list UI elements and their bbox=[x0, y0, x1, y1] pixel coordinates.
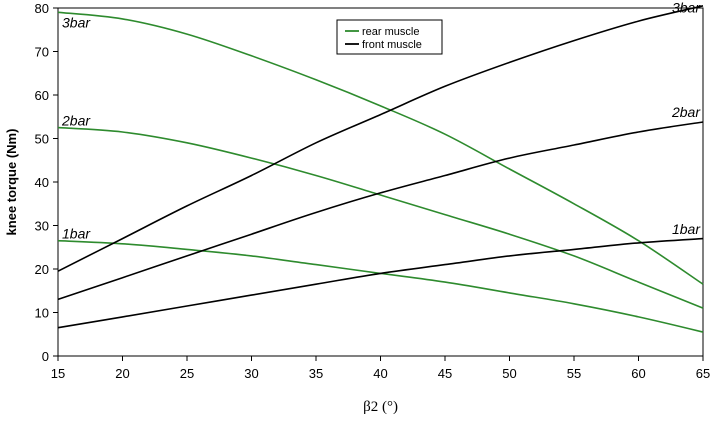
y-tick-label: 50 bbox=[35, 132, 49, 147]
legend-box bbox=[336, 19, 443, 55]
y-tick-label: 60 bbox=[35, 88, 49, 103]
x-tick-label: 40 bbox=[373, 366, 387, 381]
plot-area bbox=[57, 7, 704, 357]
y-axis-title: knee torque (Nm) bbox=[4, 129, 19, 236]
y-tick-label: 70 bbox=[35, 45, 49, 60]
front-muscle-2bar-line bbox=[57, 121, 704, 301]
curve-label-left-1bar: 1bar bbox=[62, 226, 91, 242]
x-tick-label: 30 bbox=[244, 366, 258, 381]
x-tick-label: 25 bbox=[180, 366, 194, 381]
x-tick-label: 65 bbox=[696, 366, 710, 381]
curve-label-layer: 3bar 2bar 1bar 3bar 2bar 1bar bbox=[61, 0, 701, 242]
rear-muscle-2bar-line bbox=[57, 126, 704, 309]
curve-label-right-2bar: 2bar bbox=[671, 104, 701, 120]
x-tick-label: 15 bbox=[51, 366, 65, 381]
y-tick-label: 0 bbox=[42, 349, 49, 364]
series-layer bbox=[57, 5, 704, 333]
curve-label-left-3bar: 3bar bbox=[62, 15, 91, 31]
x-tick-label: 20 bbox=[115, 366, 129, 381]
front-muscle-3bar-line bbox=[57, 5, 704, 272]
y-tick-label: 20 bbox=[35, 262, 49, 277]
y-tick-label: 40 bbox=[35, 175, 49, 190]
curve-label-right-1bar: 1bar bbox=[672, 221, 701, 237]
rear-muscle-3bar-line bbox=[57, 11, 704, 285]
front-muscle-1bar-line bbox=[57, 237, 704, 329]
y-axis: 0 10 20 30 40 50 60 70 80 bbox=[35, 1, 58, 364]
x-axis: 15 20 25 30 35 40 45 50 55 60 65 bbox=[51, 356, 710, 381]
x-tick-label: 45 bbox=[438, 366, 452, 381]
x-axis-title: β2 (°) bbox=[363, 399, 398, 415]
y-tick-label: 10 bbox=[35, 306, 49, 321]
y-tick-label: 30 bbox=[35, 219, 49, 234]
curve-label-right-3bar: 3bar bbox=[672, 0, 701, 15]
x-tick-label: 35 bbox=[309, 366, 323, 381]
curve-label-left-2bar: 2bar bbox=[61, 112, 91, 128]
legend-label: front muscle bbox=[362, 39, 422, 51]
x-tick-label: 55 bbox=[567, 366, 581, 381]
y-tick-label: 80 bbox=[35, 1, 49, 16]
legend-label: rear muscle bbox=[362, 26, 419, 38]
x-tick-label: 50 bbox=[502, 366, 516, 381]
x-tick-label: 60 bbox=[631, 366, 645, 381]
